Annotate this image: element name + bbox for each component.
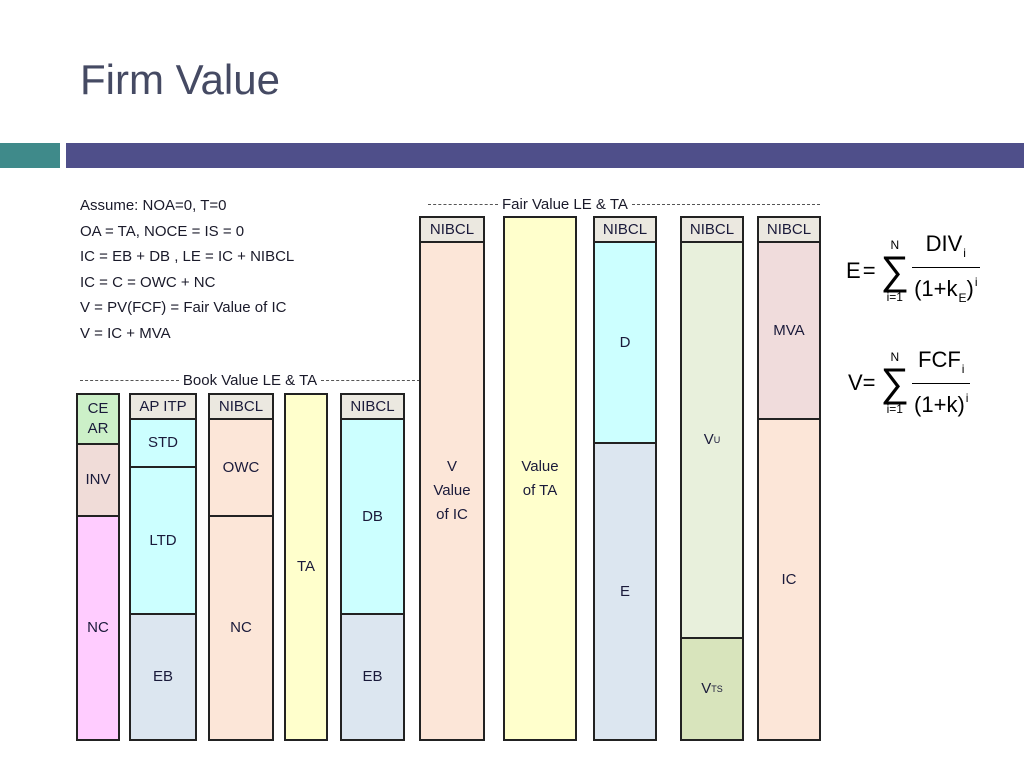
fraction-bar — [912, 383, 971, 384]
vu-subscript: U — [713, 435, 721, 445]
fair-value-text: Fair Value LE & TA — [502, 196, 628, 213]
column-ta: TA — [284, 393, 328, 741]
segment-d: D — [595, 243, 655, 444]
segment-nibcl: NIBCL — [210, 395, 272, 420]
column-value-of-ta: Value of TA — [503, 216, 577, 741]
segment-nibcl: NIBCL — [682, 218, 742, 243]
column-capital-sources: NIBCL DB EB — [340, 393, 405, 741]
assumption-line: OA = TA, NOCE = IS = 0 — [80, 222, 245, 240]
upper-limit: N — [890, 238, 900, 252]
assumptions: Assume: NOA=0, T=0 OA = TA, NOCE = IS = … — [80, 193, 294, 346]
denominator-subscript: E — [958, 291, 967, 305]
formula-equity: E = N ∑ i=1 DIVi (1+kE)i — [846, 232, 980, 310]
sigma-icon: ∑ — [880, 249, 910, 293]
segment-ltd: LTD — [131, 468, 195, 615]
summation: N ∑ i=1 — [881, 239, 910, 303]
segment-ta: TA — [286, 395, 326, 739]
segment-eb: EB — [342, 615, 403, 739]
segment-nibcl: NIBCL — [342, 395, 403, 420]
column-assets-detail: CE AR INV NC — [76, 393, 120, 741]
column-mva-ic: NIBCL MVA IC — [757, 216, 821, 741]
segment-nc: NC — [78, 517, 118, 739]
denominator-exponent: i — [965, 391, 969, 405]
segment-nc: NC — [210, 517, 272, 739]
segment-ic: IC — [759, 420, 819, 739]
segment-std: STD — [131, 420, 195, 468]
denominator-close: ) — [966, 276, 974, 301]
column-debt-equity: NIBCL D E — [593, 216, 657, 741]
formula-value: V= N ∑ i=1 FCFi (1+k)i — [848, 348, 971, 417]
accent-band — [66, 143, 1024, 168]
denominator-exponent: i — [974, 275, 978, 289]
denominator: (1+k — [914, 276, 958, 301]
lower-limit: i=1 — [886, 401, 903, 416]
segment-ap-itp: AP ITP — [131, 395, 195, 420]
fair-value-label: Fair Value LE & TA — [428, 196, 820, 213]
formula-lhs: V= — [848, 369, 876, 395]
vts-label: V — [701, 680, 712, 697]
numerator: DIV — [925, 231, 963, 256]
fraction: FCFi (1+k)i — [912, 348, 971, 417]
segment-v-value-of-ic: V Value of IC — [421, 243, 483, 739]
fraction: DIVi (1+kE)i — [912, 232, 980, 310]
segment-nibcl: NIBCL — [759, 218, 819, 243]
accent-block — [0, 143, 60, 168]
numerator-group: FCFi — [914, 348, 968, 383]
segment-nibcl: NIBCL — [595, 218, 655, 243]
lower-limit: i=1 — [886, 290, 903, 304]
denominator-group: (1+k)i — [912, 384, 970, 417]
assumption-line: V = IC + MVA — [80, 324, 171, 342]
column-capital-assets: NIBCL OWC NC — [208, 393, 274, 741]
segment-eb: EB — [131, 615, 195, 739]
numerator-subscript: i — [961, 362, 965, 376]
vts-subscript: TS — [711, 684, 723, 694]
column-value-of-ic: NIBCL V Value of IC — [419, 216, 485, 741]
segment-db: DB — [342, 420, 403, 615]
segment-nibcl: NIBCL — [421, 218, 483, 243]
assumption-line: IC = C = OWC + NC — [80, 273, 216, 291]
book-value-label: Book Value LE & TA — [80, 372, 420, 389]
numerator: FCF — [918, 347, 961, 372]
segment-value-of-ta: Value of TA — [505, 218, 575, 739]
segment-inv: INV — [78, 445, 118, 517]
segment-ce-ar: CE AR — [78, 395, 118, 445]
segment-vts: V TS — [682, 639, 742, 739]
numerator-group: DIVi — [922, 232, 970, 267]
denominator-group: (1+kE)i — [912, 268, 979, 310]
column-liabilities-detail: AP ITP STD LTD EB — [129, 393, 197, 741]
denominator: (1+k) — [914, 392, 965, 417]
sigma-icon: ∑ — [880, 360, 910, 405]
formula-equals: = — [862, 258, 876, 283]
formula-lhs: E — [846, 258, 861, 283]
segment-owc: OWC — [210, 420, 272, 517]
vu-label: V — [703, 431, 714, 448]
segment-e: E — [595, 444, 655, 739]
upper-limit: N — [890, 349, 900, 364]
summation: N ∑ i=1 — [881, 351, 910, 415]
numerator-subscript: i — [963, 246, 966, 260]
assumption-line: IC = EB + DB , LE = IC + NIBCL — [80, 248, 295, 265]
segment-mva: MVA — [759, 243, 819, 420]
assumption-line: Assume: NOA=0, T=0 — [80, 197, 227, 214]
fraction-bar — [912, 267, 980, 268]
slide-title: Firm Value — [80, 56, 280, 103]
assumption-line: V = PV(FCF) = Fair Value of IC — [80, 299, 287, 316]
book-value-text: Book Value LE & TA — [182, 372, 318, 389]
